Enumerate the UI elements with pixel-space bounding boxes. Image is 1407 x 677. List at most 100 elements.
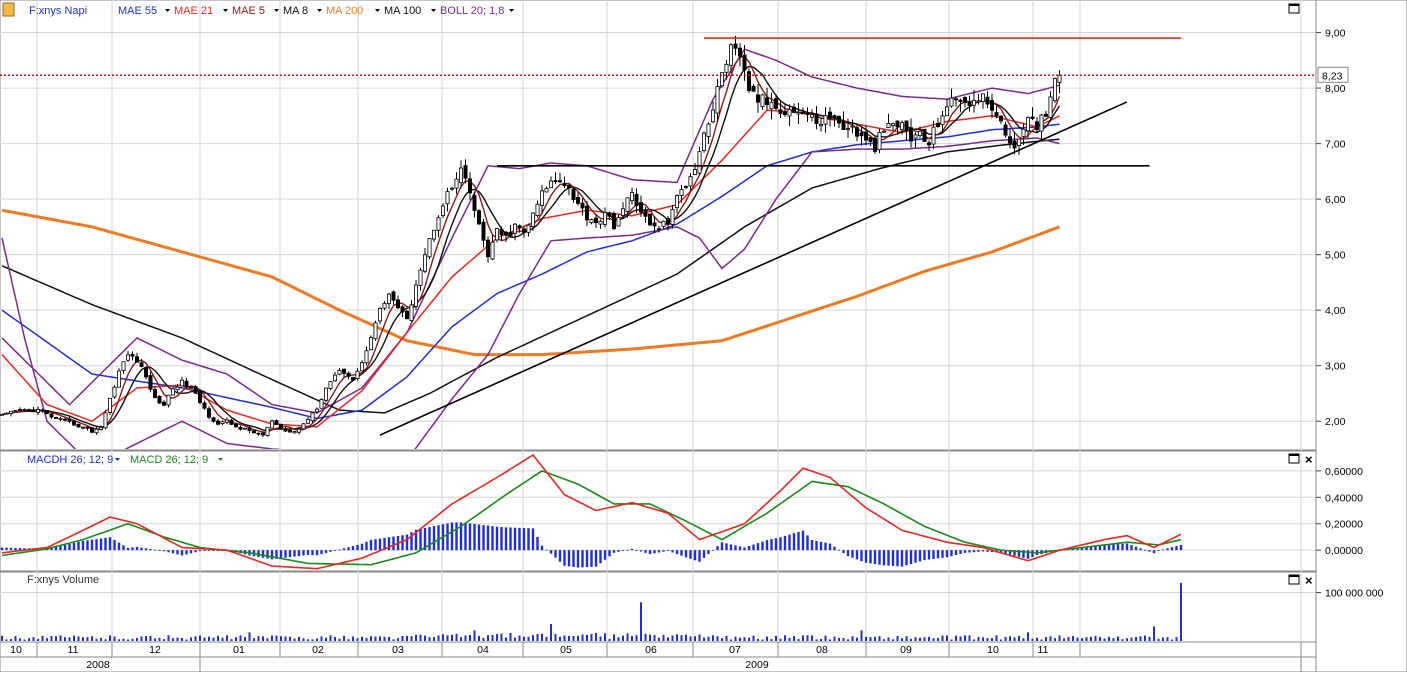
- macd-histogram-bar: [612, 550, 616, 553]
- candlestick: [720, 72, 725, 88]
- x-axis-month-label: 06: [645, 644, 657, 656]
- macd-histogram-bar: [14, 547, 17, 551]
- candlestick: [981, 93, 986, 109]
- volume-bar: [266, 638, 269, 641]
- volume-bar: [181, 638, 183, 641]
- macd-close-button[interactable]: ×: [1305, 452, 1313, 467]
- indicator-label[interactable]: MAE 55: [118, 5, 157, 17]
- volume-bar: [743, 637, 746, 641]
- macd-histogram-bar: [464, 522, 467, 551]
- macd-histogram-bar: [347, 547, 350, 551]
- macd-histogram-bar: [261, 550, 265, 558]
- volume-bar: [797, 639, 800, 641]
- candlestick: [157, 395, 162, 404]
- macd-histogram-bar: [752, 544, 755, 551]
- candlestick: [202, 400, 207, 410]
- volume-bar: [577, 635, 579, 641]
- volume-bar: [946, 635, 948, 641]
- candlestick: [846, 118, 851, 139]
- indicator-label[interactable]: MAE 5: [232, 5, 265, 17]
- candlestick: [476, 209, 481, 225]
- volume-bar: [955, 635, 957, 641]
- volume-bar: [1162, 637, 1164, 641]
- macd-histogram-bar: [950, 550, 953, 557]
- volume-bar: [676, 634, 678, 641]
- chevron-down-icon[interactable]: [165, 9, 170, 12]
- x-axis-month-label: 10: [987, 644, 999, 656]
- volume-bar: [442, 634, 444, 641]
- volume-bar: [757, 639, 759, 641]
- y-axis-area: [1315, 0, 1407, 673]
- macd-histogram-bar: [851, 550, 854, 558]
- indicator-label[interactable]: BOLL 20; 1,8: [440, 5, 504, 17]
- volume-bar: [46, 638, 48, 641]
- candlestick: [458, 160, 463, 189]
- chart-icon[interactable]: [2, 2, 15, 17]
- volume-bar: [581, 634, 584, 641]
- macd-histogram-bar: [905, 550, 908, 566]
- volume-bar: [415, 634, 417, 641]
- macd-indicator-label[interactable]: MACDH 26; 12; 9: [27, 454, 113, 466]
- candlestick: [513, 222, 518, 241]
- candlestick: [517, 224, 522, 233]
- candlestick: [661, 220, 666, 229]
- chevron-down-icon[interactable]: [223, 9, 228, 12]
- macd-histogram-bar: [702, 550, 706, 558]
- volume-bar: [712, 635, 714, 641]
- last-price-label: 8,23: [1322, 70, 1343, 82]
- chevron-down-icon[interactable]: [509, 9, 514, 12]
- candlestick: [972, 90, 977, 113]
- price-maximize-button[interactable]: [1288, 3, 1300, 14]
- volume-bar: [847, 639, 849, 641]
- macd-histogram-bar: [936, 550, 940, 559]
- volume-maximize-button[interactable]: [1288, 574, 1300, 585]
- volume-bar: [532, 635, 534, 641]
- macd-histogram-bar: [207, 550, 211, 551]
- macd-maximize-button[interactable]: [1288, 453, 1300, 464]
- volume-bar: [1085, 637, 1088, 641]
- macd-histogram-bar: [419, 528, 422, 551]
- volume-bar: [379, 636, 381, 641]
- price-axis-tick-label: 8,00: [1325, 83, 1346, 95]
- indicator-label[interactable]: MA 100: [384, 5, 421, 17]
- chevron-down-icon[interactable]: [375, 9, 380, 12]
- indicator-label[interactable]: MA 8: [283, 5, 308, 17]
- chevron-down-icon[interactable]: [218, 458, 223, 461]
- macd-histogram-bar: [216, 550, 220, 551]
- candlestick: [652, 216, 657, 233]
- volume-bar: [568, 636, 570, 641]
- indicator-label[interactable]: MA 200: [326, 5, 363, 17]
- chevron-down-icon[interactable]: [274, 9, 279, 12]
- volume-bar: [172, 638, 174, 641]
- volume-bar: [329, 635, 332, 641]
- volume-close-button[interactable]: ×: [1305, 573, 1313, 588]
- volume-bar: [149, 635, 152, 641]
- candlestick: [404, 310, 409, 320]
- series-name-label[interactable]: F:xnys Napi: [29, 5, 87, 17]
- indicator-label[interactable]: MAE 21: [174, 5, 213, 17]
- macd-histogram-bar: [437, 525, 440, 551]
- chevron-down-icon[interactable]: [431, 9, 436, 12]
- macd-histogram-bar: [959, 550, 962, 554]
- candlestick: [54, 416, 59, 419]
- candlestick: [63, 417, 68, 422]
- x-axis-year-label: 2009: [745, 659, 769, 671]
- chevron-down-icon[interactable]: [115, 458, 120, 461]
- volume-bar: [824, 635, 827, 641]
- candlestick: [386, 292, 391, 309]
- candlestick: [549, 176, 554, 189]
- volume-bar: [1157, 638, 1160, 641]
- macd-histogram-bar: [761, 541, 764, 551]
- price-axis-tick-label: 2,00: [1325, 416, 1346, 428]
- chevron-down-icon[interactable]: [317, 9, 322, 12]
- volume-bar: [806, 635, 809, 641]
- volume-bar: [1063, 638, 1065, 641]
- candlestick: [130, 351, 135, 361]
- candlestick: [269, 419, 274, 429]
- macd-histogram-bar: [351, 546, 355, 551]
- candlestick: [287, 427, 292, 433]
- macd-indicator-label[interactable]: MACD 26; 12; 9: [130, 454, 208, 466]
- volume-bar: [77, 636, 80, 641]
- candlestick: [724, 59, 729, 80]
